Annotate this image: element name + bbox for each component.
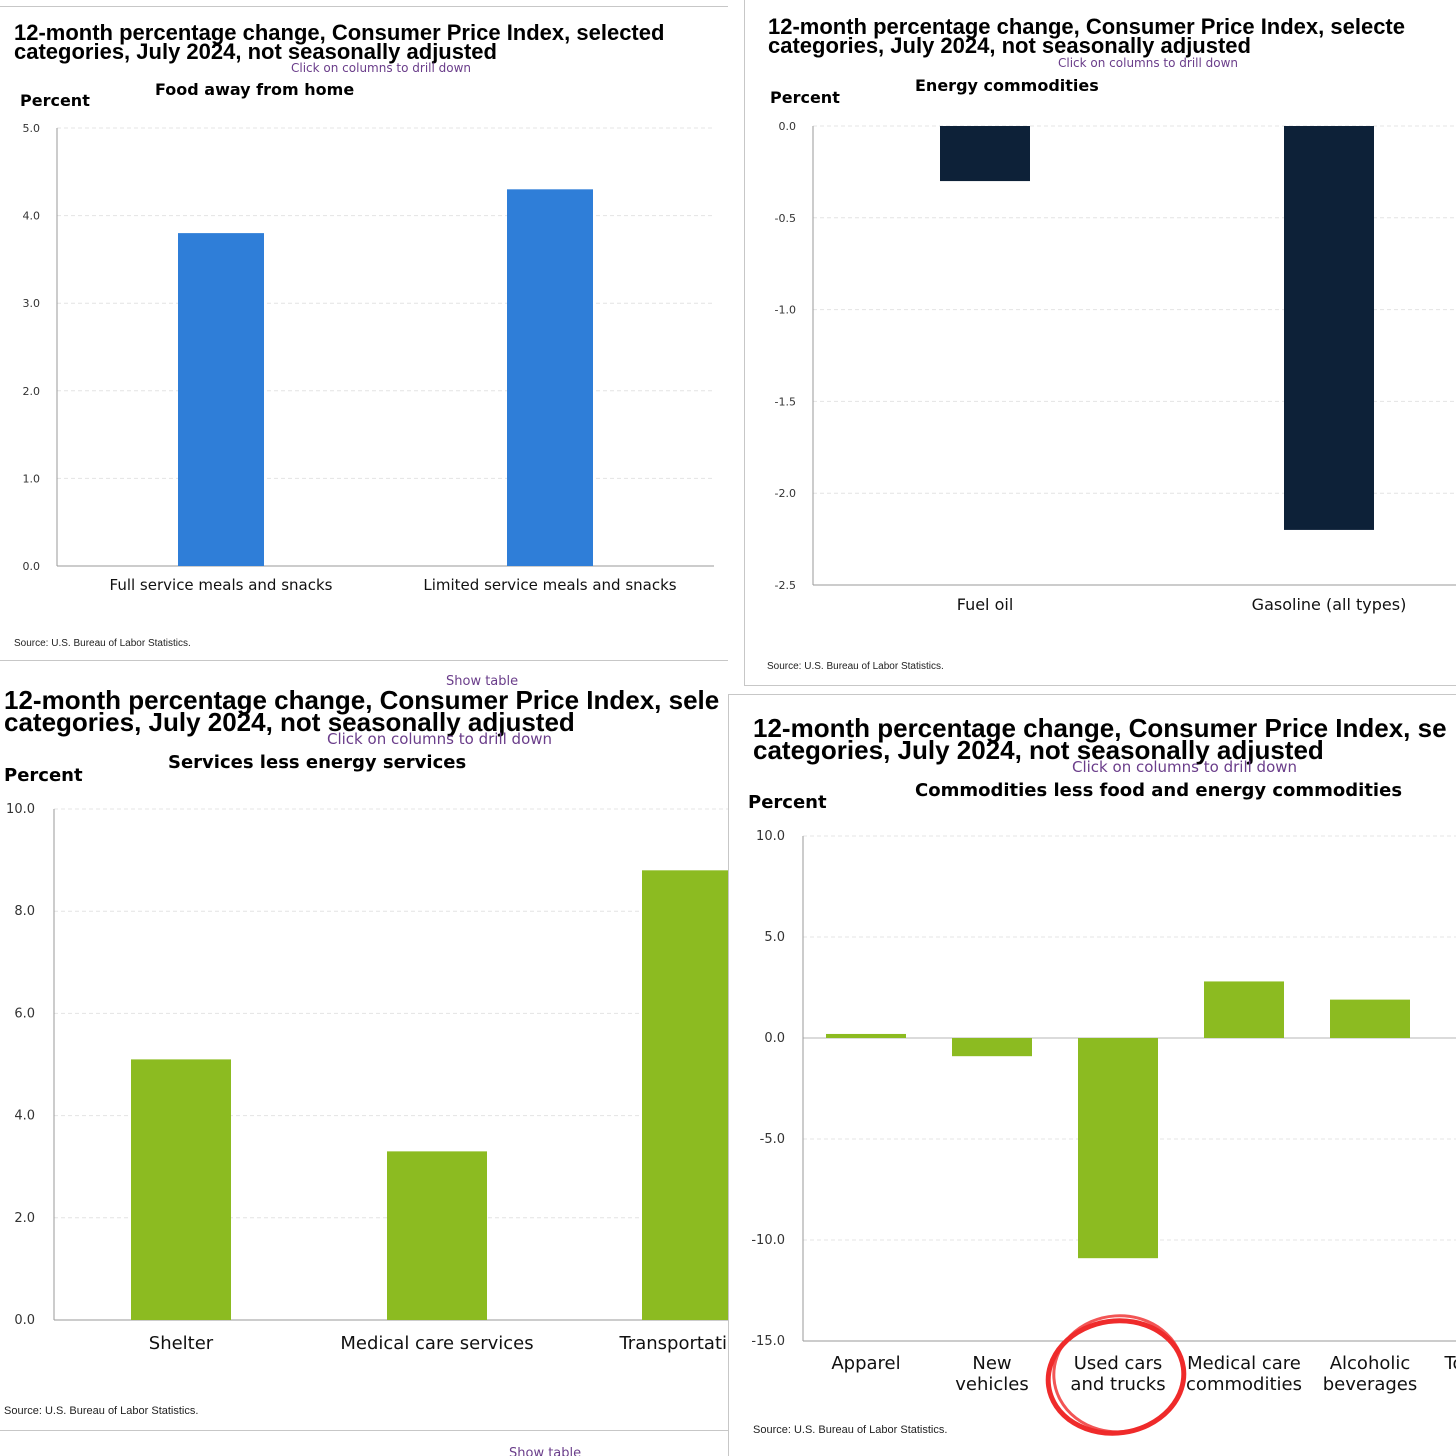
bar[interactable] [1204,981,1284,1038]
x-category-label: Transportation s [618,1333,728,1354]
y-tick-label: 3.0 [23,297,41,310]
y-tick-label: 0.0 [14,1313,35,1328]
drill-down-hint[interactable]: Click on columns to drill down [1058,56,1239,70]
chart-title-line1: 12-month percentage change, Consumer Pri… [753,713,1447,743]
source-note: Source: U.S. Bureau of Labor Statistics. [4,1405,199,1417]
x-category-label: Fuel oil [957,595,1014,614]
bar[interactable] [1078,1038,1158,1259]
bar[interactable] [940,126,1030,182]
y-axis-label: Percent [20,91,90,110]
bar[interactable] [1284,126,1374,530]
y-tick-label: -5.0 [760,1132,785,1147]
y-tick-label: 10.0 [6,802,35,817]
y-tick-label: -10.0 [751,1233,785,1248]
chart-title-line2: categories, July 2024, not seasonally ad… [753,735,1324,765]
y-axis-label: Percent [4,765,83,786]
source-note: Source: U.S. Bureau of Labor Statistics. [753,1424,948,1436]
chart-subtitle: Commodities less food and energy commodi… [915,780,1403,801]
x-category-label: Gasoline (all types) [1252,595,1407,614]
chart-title-line2: categories, July 2024, not seasonally ad… [14,39,497,64]
bar[interactable] [131,1059,231,1320]
bar[interactable] [642,870,728,1320]
chart-subtitle: Energy commodities [915,76,1099,95]
x-category-label: Limited service meals and snacks [423,576,676,594]
y-axis-label: Percent [748,792,827,813]
x-category-label: Shelter [149,1333,214,1354]
source-note: Source: U.S. Bureau of Labor Statistics. [14,638,191,649]
y-tick-label: -0.5 [775,212,796,225]
y-tick-label: 6.0 [14,1006,35,1021]
x-category-label: Full service meals and snacks [110,576,333,594]
chart-title-line1: 12-month percentage change, Consumer Pri… [768,14,1405,39]
chart-subtitle: Services less energy services [168,752,467,773]
panel-top-border [728,694,1456,695]
panel-top-border [0,6,728,7]
y-tick-label: 10.0 [756,829,785,844]
x-category-label: Used cars and trucks [1070,1353,1165,1395]
y-tick-label: 5.0 [764,930,785,945]
x-category-label: Apparel [831,1353,900,1374]
bar[interactable] [507,189,593,566]
y-tick-label: 4.0 [14,1109,35,1124]
show-table-link[interactable]: Show table [446,674,519,689]
drill-down-hint[interactable]: Click on columns to drill down [291,61,472,75]
bar-chart: 10.0 5.0 0.0 -5.0 -10.0 -15.0 Apparel New vehicl… [751,829,1456,1436]
chart-title-line2: categories, July 2024, not seasonally ad… [768,33,1251,58]
y-tick-label: 0.0 [23,560,41,573]
bar-chart: 0.0 1.0 2.0 3.0 4.0 5.0 Full service meals and… [23,122,714,594]
show-table-link[interactable]: Show table [509,1446,582,1456]
chart-panel-food-away-from-home: 12-month percentage change, Consumer Pri… [0,0,728,668]
x-category-label: Alcoholic beverages [1323,1353,1418,1395]
bar[interactable] [952,1038,1032,1057]
chart-title-line2: categories, July 2024, not seasonally ad… [4,707,575,737]
bar-chart: 0.0 2.0 4.0 6.0 8.0 10.0 Shelter Medical care s… [6,802,728,1354]
chart-panel-energy-commodities: 12-month percentage change, Consumer Pri… [744,0,1456,690]
y-axis-label: Percent [770,88,840,107]
y-tick-label: 0.0 [779,120,797,133]
drill-down-hint[interactable]: Click on columns to drill down [1072,758,1298,776]
y-tick-label: 0.0 [764,1031,785,1046]
bar[interactable] [1330,999,1410,1038]
annotation-circle-stroke [1052,1314,1186,1434]
chart-title-line1: 12-month percentage change, Consumer Pri… [4,685,720,715]
y-tick-label: 4.0 [23,210,41,223]
chart-subtitle: Food away from home [155,80,355,99]
source-note: Source: U.S. Bureau of Labor Statistics. [767,661,944,672]
bar-chart: 0.0 -0.5 -1.0 -1.5 -2.0 -2.5 Fuel oil Gasoline … [775,120,1456,614]
bar[interactable] [178,233,264,566]
y-tick-label: -1.0 [775,304,796,317]
x-category-label: To [1444,1353,1456,1374]
chart-panel-commodities-less-food-energy: 12-month percentage change, Consumer Pri… [728,694,1456,1456]
chart-title-line1: 12-month percentage change, Consumer Pri… [14,20,665,45]
y-tick-label: -2.0 [775,487,796,500]
chart-panel-services-less-energy: Show table 12-month percentage change, C… [0,672,728,1456]
panel-left-border [728,694,729,1456]
y-tick-label: 2.0 [14,1211,35,1226]
y-tick-label: 8.0 [14,904,35,919]
panel-left-border [744,0,745,686]
bar[interactable] [387,1151,487,1320]
y-tick-label: 5.0 [23,122,41,135]
panel-bottom-border [0,660,728,661]
y-tick-label: -2.5 [775,579,796,592]
x-category-label: Medical care services [340,1333,533,1354]
y-tick-label: 1.0 [23,472,41,485]
panel-bottom-border [0,1430,728,1431]
bar[interactable] [826,1033,906,1038]
x-category-label: Medical care commodities [1186,1353,1302,1395]
drill-down-hint[interactable]: Click on columns to drill down [327,730,553,748]
y-tick-label: 2.0 [23,385,41,398]
y-tick-label: -15.0 [751,1334,785,1349]
x-category-label: New vehicles [955,1353,1029,1395]
y-tick-label: -1.5 [775,395,796,408]
panel-bottom-border [744,685,1456,686]
